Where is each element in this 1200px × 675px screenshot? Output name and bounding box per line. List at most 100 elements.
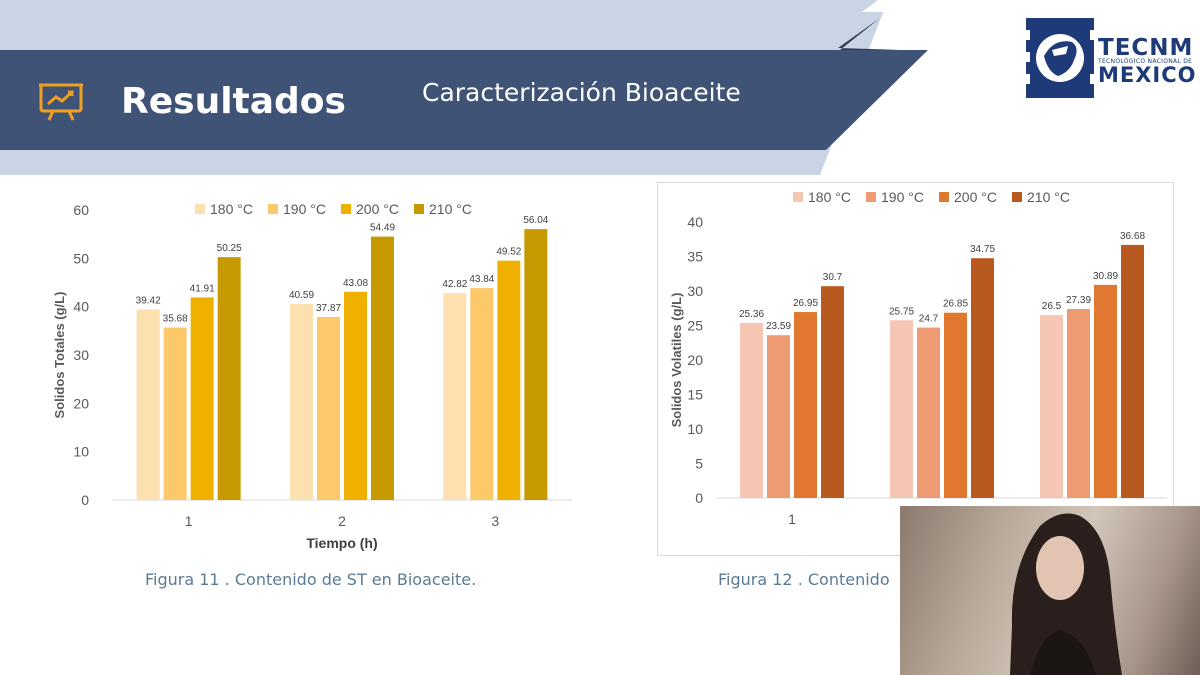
legend-label: 210 °C: [1027, 189, 1070, 205]
bar: [1067, 309, 1090, 498]
bar: [290, 303, 313, 500]
bar-data-label: 41.91: [190, 283, 215, 294]
legend-swatch: [268, 204, 278, 214]
bar-data-label: 30.89: [1093, 271, 1118, 282]
bar-data-label: 37.87: [316, 303, 341, 314]
bar: [136, 309, 160, 500]
y-tick-label: 20: [687, 352, 703, 368]
legend-label: 180 °C: [808, 189, 851, 205]
legend-label: 200 °C: [954, 189, 997, 205]
bar: [944, 312, 967, 498]
header-banner: [0, 50, 928, 150]
bar: [740, 323, 763, 498]
page-title: Resultados: [121, 81, 346, 122]
y-tick-label: 0: [81, 492, 89, 508]
y-tick-label: 10: [687, 421, 703, 437]
legend-label: 200 °C: [356, 201, 399, 217]
bar-data-label: 24.7: [919, 314, 939, 325]
bar-data-label: 49.52: [496, 247, 521, 258]
bar-data-label: 23.59: [766, 321, 791, 332]
y-tick-label: 20: [73, 395, 89, 411]
bar: [971, 258, 994, 498]
bar: [794, 312, 817, 498]
legend-swatch: [414, 204, 424, 214]
bar: [190, 297, 214, 500]
y-tick-label: 25: [687, 318, 703, 334]
bar: [317, 316, 340, 500]
bar-data-label: 26.95: [793, 298, 818, 309]
bar: [767, 335, 790, 498]
bar: [524, 229, 548, 500]
webcam-video-overlay: [900, 506, 1200, 675]
bar: [163, 327, 187, 500]
page-subtitle: Caracterización Bioaceite: [422, 78, 741, 107]
x-tick-label: 3: [491, 513, 499, 529]
y-tick-label: 30: [687, 283, 703, 299]
legend-swatch: [341, 204, 351, 214]
legend-swatch: [939, 192, 949, 202]
y-tick-label: 15: [687, 387, 703, 403]
y-axis-label: Solidos Volatiles (g/L): [669, 293, 684, 428]
bar-data-label: 56.04: [523, 215, 548, 226]
legend-swatch: [195, 204, 205, 214]
bar-data-label: 26.5: [1042, 301, 1062, 312]
bar-data-label: 30.7: [823, 272, 843, 283]
presentation-chart-icon: [39, 83, 83, 121]
bar: [821, 286, 844, 498]
bar-data-label: 25.36: [739, 309, 764, 320]
bar: [1121, 244, 1144, 498]
legend-swatch: [866, 192, 876, 202]
bar: [344, 291, 367, 500]
bar: [443, 293, 467, 500]
legend-label: 190 °C: [881, 189, 924, 205]
header-white-gap: [862, 0, 1200, 12]
bar-data-label: 54.49: [370, 223, 395, 234]
bar: [1040, 315, 1063, 498]
chart-solidos-volatiles: 0 5 10 15 20 25 30 35 40 Solidos Volatiles (g/L) 2…: [669, 189, 1167, 527]
y-tick-label: 50: [73, 250, 89, 266]
chart-solidos-totales: 0 10 20 30 40 50 60 Solidos Totales (g/L) Tiempo…: [52, 201, 572, 551]
bar: [890, 320, 913, 498]
legend-label: 210 °C: [429, 201, 472, 217]
y-tick-label: 10: [73, 444, 89, 460]
x-tick-label: 2: [338, 513, 346, 529]
y-tick-label: 5: [695, 456, 703, 472]
bar: [217, 257, 241, 500]
y-tick-label: 40: [687, 214, 703, 230]
legend-swatch: [793, 192, 803, 202]
bar-data-label: 43.84: [469, 274, 494, 285]
bar-data-label: 25.75: [889, 306, 914, 317]
logo-text-tecnm: TECNM: [1098, 35, 1194, 61]
legend-label: 180 °C: [210, 201, 253, 217]
bar: [497, 260, 521, 500]
logo-text-sub: TECNOLÓGICO NACIONAL DE: [1098, 58, 1193, 65]
x-tick-label: 1: [185, 513, 193, 529]
tecnm-logo-icon: [1024, 18, 1096, 98]
bar: [917, 327, 940, 498]
bar-data-label: 36.68: [1120, 231, 1145, 242]
bar-data-label: 40.59: [289, 290, 314, 301]
y-tick-label: 40: [73, 299, 89, 315]
x-axis-label: Tiempo (h): [306, 535, 377, 551]
y-tick-label: 60: [73, 202, 89, 218]
bar-data-label: 27.39: [1066, 295, 1091, 306]
bar-data-label: 39.42: [136, 295, 161, 306]
legend-label: 190 °C: [283, 201, 326, 217]
bar: [470, 288, 494, 500]
bar-data-label: 50.25: [217, 243, 242, 254]
bar-data-label: 26.85: [943, 299, 968, 310]
x-tick-label: 1: [788, 511, 796, 527]
y-tick-label: 35: [687, 249, 703, 265]
bar: [371, 236, 394, 501]
legend-swatch: [1012, 192, 1022, 202]
caption-figura-11: Figura 11 . Contenido de ST en Bioaceite…: [145, 570, 477, 589]
bar-data-label: 35.68: [163, 314, 188, 325]
person-silhouette-icon: [1010, 513, 1122, 675]
bar-data-label: 43.08: [343, 278, 368, 289]
y-axis-label: Solidos Totales (g/L): [52, 292, 67, 419]
y-tick-label: 0: [695, 490, 703, 506]
y-tick-label: 30: [73, 347, 89, 363]
bar: [1094, 284, 1117, 498]
caption-figura-12: Figura 12 . Contenido: [718, 570, 890, 589]
